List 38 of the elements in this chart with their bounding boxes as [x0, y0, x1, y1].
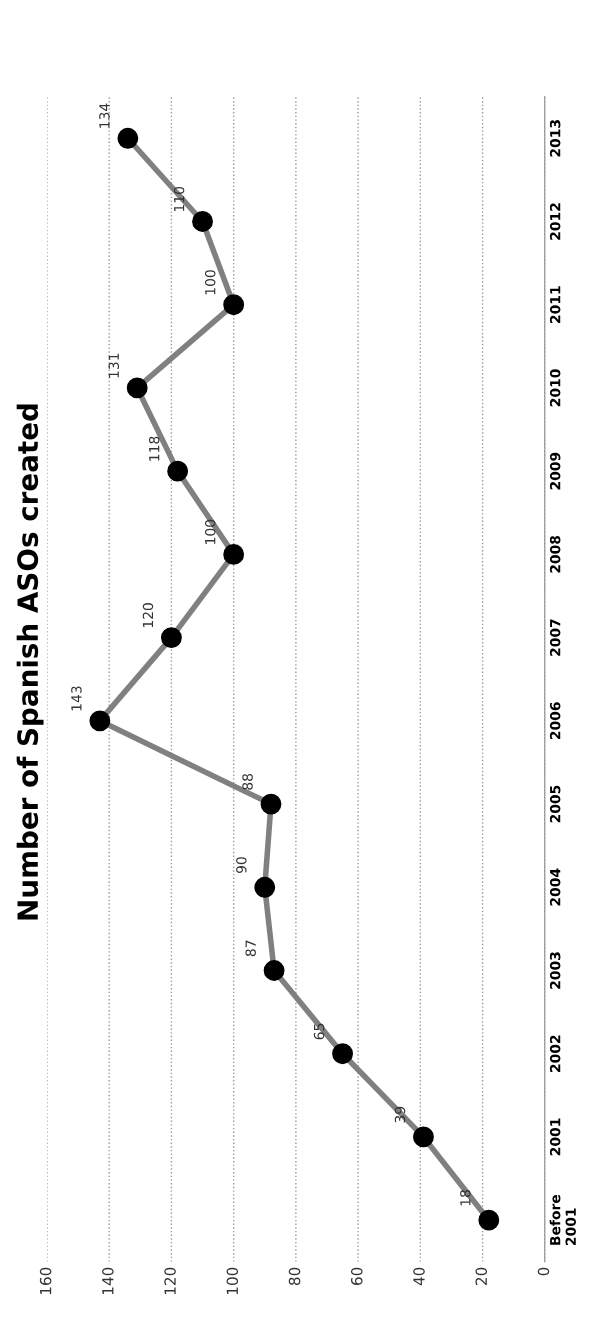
data-label: 88	[242, 773, 253, 790]
data-label: 39	[394, 1106, 406, 1123]
y-tick-label: 2012	[549, 203, 561, 240]
y-tick-label: 2007	[549, 619, 561, 656]
x-tick-label: 120	[164, 1267, 176, 1295]
data-label: 110	[173, 186, 185, 211]
y-tick-label: 2005	[549, 785, 561, 823]
data-label: 18	[460, 1190, 471, 1206]
x-tick-label: 140	[102, 1267, 114, 1295]
y-tick-label: 2004	[549, 868, 561, 906]
y-tick-label: 2013	[549, 120, 561, 157]
data-label: 65	[313, 1023, 325, 1040]
data-label: 87	[245, 940, 256, 957]
y-tick-label: 2003	[549, 952, 561, 989]
x-tick-label: 160	[39, 1267, 52, 1295]
y-tick-label: 2002	[549, 1035, 561, 1072]
y-tick-label: 2011	[549, 286, 561, 323]
data-label: 90	[236, 857, 247, 874]
data-label: 143	[71, 686, 82, 711]
y-tick-label: 2009	[549, 452, 561, 490]
data-label: 100	[204, 519, 216, 544]
data-label: 100	[204, 270, 216, 295]
data-label: 131	[108, 353, 119, 378]
y-tick-label: 2008	[549, 535, 561, 573]
x-tick-label: 0	[537, 1267, 550, 1276]
x-tick-label: 40	[413, 1267, 425, 1286]
x-tick-label: 80	[288, 1267, 301, 1286]
data-label: 118	[148, 436, 160, 461]
y-tick-label: 2010	[549, 369, 561, 407]
y-tick-label: Before 2001	[549, 1194, 576, 1245]
x-tick-label: 60	[350, 1267, 363, 1286]
data-label: 120	[142, 603, 154, 628]
x-tick-label: 100	[226, 1267, 239, 1295]
y-tick-label: 2006	[549, 702, 561, 740]
y-tick-label: 2001	[549, 1118, 561, 1156]
text: Number of Spanish ASOs created	[16, 404, 44, 920]
x-tick-label: 20	[475, 1267, 488, 1285]
data-label: 134	[99, 103, 110, 128]
